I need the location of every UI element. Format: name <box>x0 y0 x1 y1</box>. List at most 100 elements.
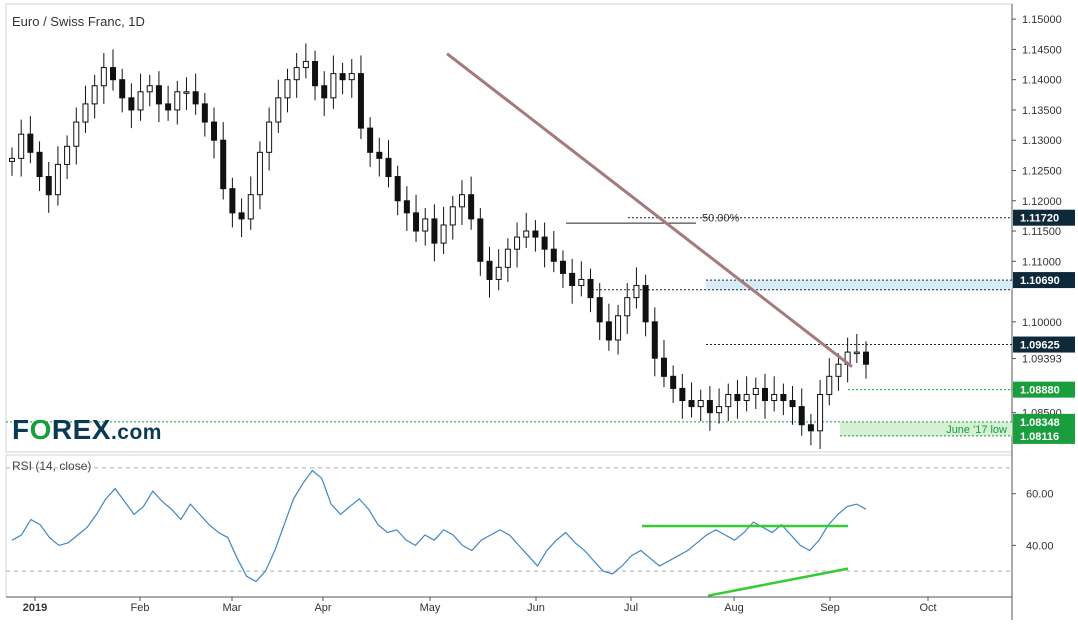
candle <box>146 85 153 93</box>
candle <box>559 260 566 274</box>
candle <box>27 133 34 153</box>
candle <box>789 400 796 408</box>
price-label-text: 1.09625 <box>1020 340 1060 352</box>
rsi-line <box>11 469 867 583</box>
candle <box>697 400 704 408</box>
candle <box>807 424 814 432</box>
candle <box>293 67 300 81</box>
candle <box>817 393 824 432</box>
price-label-box <box>1013 381 1075 398</box>
rsi-support-line <box>707 567 849 597</box>
candle <box>550 248 557 262</box>
price-label-box <box>1013 336 1075 353</box>
candle <box>45 176 52 196</box>
candle <box>495 266 502 280</box>
price-tick-label: 1.12500 <box>1022 165 1062 177</box>
candle <box>266 121 273 153</box>
price-pane-frame <box>5 3 1013 453</box>
candle <box>458 194 465 208</box>
candle <box>780 393 787 402</box>
price-tick-label: 1.10000 <box>1022 317 1062 329</box>
time-tick-label: Sep <box>820 602 840 614</box>
candle <box>348 73 355 81</box>
june-low-zone <box>840 421 1012 436</box>
candle <box>633 285 640 299</box>
candle <box>670 375 677 389</box>
time-tick-label: Feb <box>131 602 150 614</box>
candle <box>835 363 842 377</box>
candle <box>247 194 254 220</box>
candle <box>229 188 236 214</box>
candle <box>394 176 401 202</box>
fib-label: 50.00% <box>702 213 740 225</box>
price-label-box <box>1013 427 1075 444</box>
candle <box>238 212 245 220</box>
candle <box>211 121 218 141</box>
candle <box>761 387 768 402</box>
candle <box>284 79 291 99</box>
resistance-zone <box>706 280 1012 290</box>
rsi-tick-label: 60.00 <box>1026 489 1054 501</box>
price-tick-label: 1.14000 <box>1022 75 1062 87</box>
candle <box>660 357 667 377</box>
candle <box>403 200 410 214</box>
candle <box>82 103 89 123</box>
candle <box>385 157 392 178</box>
time-tick-label: Jun <box>527 602 545 614</box>
price-tick-label: 1.13000 <box>1022 135 1062 147</box>
candle <box>642 285 649 323</box>
candle <box>486 260 493 280</box>
time-tick-label: Apr <box>314 602 331 614</box>
candle <box>578 278 585 287</box>
candle <box>275 97 282 123</box>
candle <box>679 387 686 402</box>
candle <box>449 206 456 226</box>
candle <box>376 151 383 159</box>
candle <box>541 236 548 250</box>
candle <box>605 321 612 341</box>
price-tick-label: 1.14500 <box>1022 44 1062 56</box>
candle <box>587 278 594 299</box>
candle <box>54 163 61 196</box>
candle <box>18 133 25 159</box>
candle <box>339 73 346 81</box>
candle <box>431 218 438 244</box>
candle <box>863 351 869 365</box>
candle <box>128 97 135 111</box>
candle <box>853 351 860 355</box>
candle <box>330 73 337 99</box>
price-label-box <box>1013 272 1075 289</box>
candle <box>165 103 172 111</box>
candle <box>312 61 319 87</box>
rsi-title: RSI (14, close) <box>12 459 92 473</box>
candle <box>523 230 530 238</box>
price-label-text: 1.10690 <box>1020 275 1060 287</box>
candle <box>192 91 199 105</box>
downtrend-line <box>446 52 853 368</box>
candle <box>110 67 117 81</box>
candle <box>220 139 227 190</box>
candle <box>734 393 741 402</box>
price-tick-label: 1.11000 <box>1022 256 1061 268</box>
price-label-box <box>1013 209 1075 226</box>
chart-title: Euro / Swiss Franc, 1D <box>12 14 145 29</box>
candle <box>688 400 695 408</box>
price-label-text: 1.11720 <box>1020 213 1059 225</box>
candle <box>64 145 71 165</box>
candle <box>137 91 144 111</box>
candle <box>716 406 723 414</box>
candle <box>624 297 631 317</box>
candle <box>651 321 658 359</box>
june-low-label: June '17 low <box>946 424 1007 436</box>
candle <box>422 218 429 232</box>
candle <box>743 393 750 402</box>
candle <box>91 85 98 105</box>
time-tick-label: May <box>420 602 441 614</box>
price-tick-label: 1.11500 <box>1022 226 1061 238</box>
price-label-text: 1.08348 <box>1020 417 1060 429</box>
candle <box>302 61 309 69</box>
candle <box>771 393 778 402</box>
candle <box>477 218 484 262</box>
candle <box>706 400 713 414</box>
